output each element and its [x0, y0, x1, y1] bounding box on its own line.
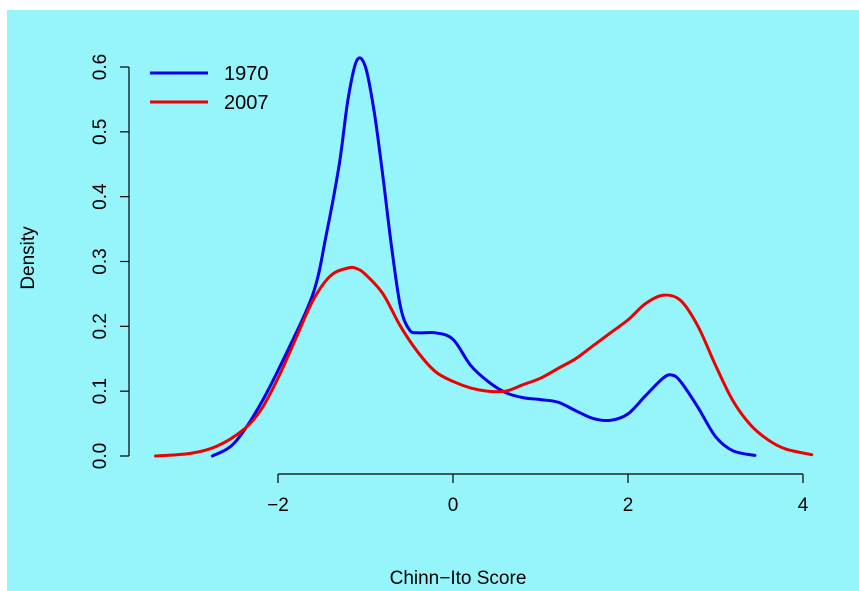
y-tick-label: 0.2 — [90, 313, 111, 339]
series-line-1970 — [210, 56, 757, 458]
y-axis-title: Density — [18, 226, 39, 290]
legend: 1970 2007 — [150, 63, 269, 114]
x-tick-label: 2 — [623, 495, 634, 516]
legend-label-1970: 1970 — [224, 63, 269, 85]
legend-label-2007: 2007 — [224, 92, 269, 114]
y-tick-label: 0.3 — [90, 248, 111, 274]
y-tick-label: 0.5 — [90, 119, 111, 145]
x-axis-title: Chinn−Ito Score — [390, 568, 527, 589]
x-tick-label: 4 — [798, 495, 809, 516]
y-tick-label: 0.4 — [90, 183, 111, 210]
axes: −2 0 2 4 0.0 0.1 0.2 0.3 0.4 0.5 0.6 — [90, 54, 809, 516]
y-tick-label: 0.1 — [90, 378, 111, 404]
chart-panel — [7, 10, 859, 591]
x-tick-label: 0 — [448, 495, 459, 516]
series-line-2007 — [154, 265, 814, 458]
series-lines — [154, 56, 814, 458]
x-tick-label: −2 — [267, 495, 289, 516]
y-tick-label: 0.6 — [90, 54, 111, 80]
y-tick-label: 0.0 — [90, 443, 111, 469]
